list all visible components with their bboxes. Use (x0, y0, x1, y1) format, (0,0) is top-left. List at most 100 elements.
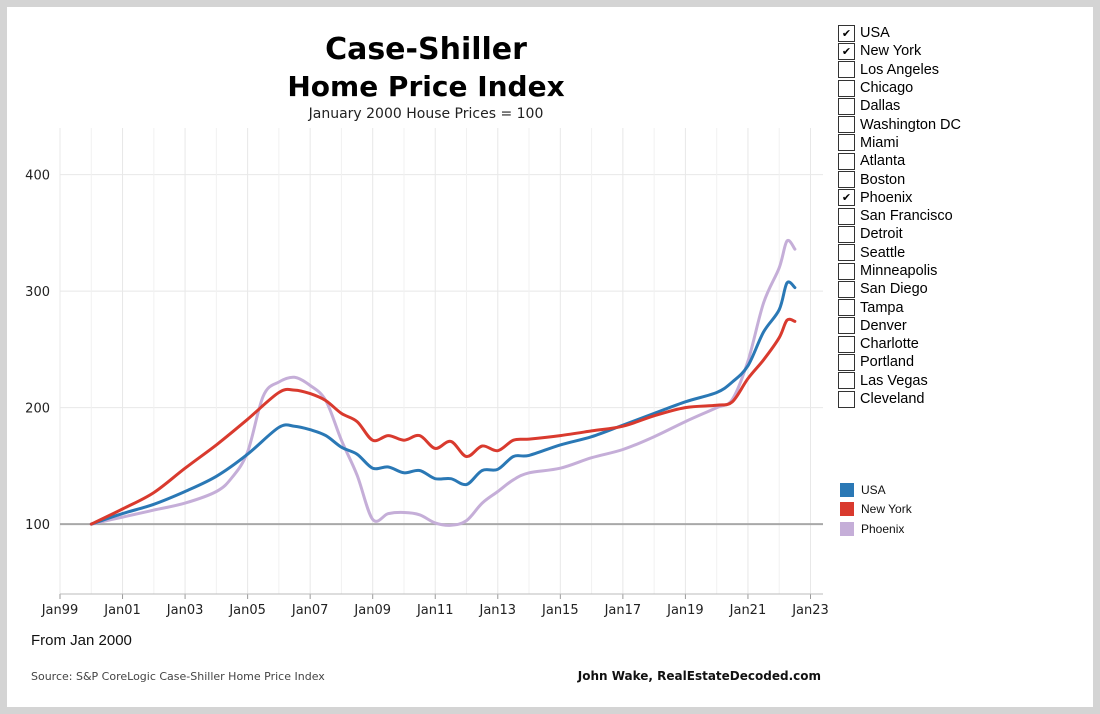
y-tick-label: 400 (25, 169, 50, 184)
filter-item-label: Seattle (860, 244, 906, 261)
legend-swatch (840, 482, 854, 497)
series-line-usa (89, 280, 797, 526)
filter-item-washington-dc[interactable]: Washington DC (838, 115, 978, 134)
filter-checkbox[interactable] (838, 353, 855, 371)
city-filter-list: ✔ USA ✔ New York Los Angeles Chicago Dallas Was… (838, 24, 978, 408)
legend-item: USA (840, 480, 912, 500)
filter-checkbox[interactable] (838, 61, 855, 79)
filter-item-usa[interactable]: ✔ USA (838, 24, 978, 42)
date-range-note: From Jan 2000 (31, 632, 132, 649)
filter-item-tampa[interactable]: Tampa (838, 298, 978, 317)
x-tick-label: Jan21 (729, 603, 767, 618)
filter-checkbox[interactable] (838, 299, 855, 317)
filter-checkbox[interactable] (838, 372, 855, 390)
filter-item-dallas[interactable]: Dallas (838, 97, 978, 115)
chart-frame (7, 7, 1093, 707)
filter-item-label: USA (860, 25, 890, 42)
filter-checkbox[interactable] (838, 152, 855, 170)
filter-checkbox[interactable] (838, 134, 855, 152)
filter-checkbox[interactable] (838, 79, 855, 97)
series-line-phoenix (89, 238, 797, 527)
x-tick-label: Jan07 (291, 603, 329, 618)
filter-checkbox[interactable] (838, 207, 855, 225)
chart-title: Case-Shiller (325, 32, 527, 67)
filter-checkbox[interactable] (838, 280, 855, 298)
x-tick-label: Jan13 (478, 603, 516, 618)
x-tick-label: Jan01 (103, 603, 141, 618)
chart-lines (89, 238, 797, 527)
filter-item-label: Boston (860, 171, 906, 188)
filter-item-label: Chicago (860, 80, 914, 97)
legend-label: Phoenix (861, 521, 905, 536)
source-note: Source: S&P CoreLogic Case-Shiller Home … (31, 670, 325, 683)
filter-checkbox[interactable]: ✔ (838, 42, 855, 60)
filter-item-label: Minneapolis (860, 263, 938, 279)
filter-item-portland[interactable]: Portland (838, 353, 978, 371)
filter-item-new-york[interactable]: ✔ New York (838, 42, 978, 60)
filter-item-san-diego[interactable]: San Diego (838, 280, 978, 298)
filter-item-label: New York (860, 43, 922, 60)
x-tick-label: Jan19 (666, 603, 704, 618)
filter-item-label: Atlanta (860, 153, 906, 170)
filter-item-minneapolis[interactable]: Minneapolis (838, 262, 978, 280)
x-tick-label: Jan09 (353, 603, 391, 618)
x-tick-label: Jan23 (791, 603, 829, 618)
filter-item-label: Miami (860, 134, 899, 151)
x-tick-label: Jan03 (166, 603, 204, 618)
filter-checkbox[interactable] (838, 335, 855, 353)
legend-label: New York (861, 502, 912, 517)
filter-item-boston[interactable]: Boston (838, 170, 978, 189)
filter-checkbox[interactable] (838, 97, 855, 115)
filter-item-label: Dallas (860, 98, 901, 115)
filter-item-label: Portland (860, 354, 915, 371)
filter-item-las-vegas[interactable]: Las Vegas (838, 372, 978, 390)
x-tick-label: Jan15 (541, 603, 579, 618)
filter-item-seattle[interactable]: Seattle (838, 244, 978, 262)
legend-item: Phoenix (840, 519, 912, 539)
legend-swatch (840, 502, 854, 517)
y-tick-label: 100 (25, 518, 50, 533)
legend-item: New York (840, 500, 912, 520)
filter-checkbox[interactable]: ✔ (838, 24, 855, 42)
filter-item-san-francisco[interactable]: San Francisco (838, 207, 978, 225)
legend-swatch (840, 521, 854, 536)
filter-checkbox[interactable] (838, 116, 855, 134)
x-tick-label: Jan05 (228, 603, 266, 618)
filter-item-miami[interactable]: Miami (838, 134, 978, 152)
filter-checkbox[interactable] (838, 171, 855, 189)
filter-item-label: Washington DC (860, 116, 962, 133)
filter-item-label: Phoenix (860, 189, 913, 206)
filter-item-atlanta[interactable]: Atlanta (838, 152, 978, 170)
chart-axes: 100 200 300 400 Jan99 Jan01 Jan03 Jan05 Jan07 Jan… (25, 169, 829, 618)
filter-item-charlotte[interactable]: Charlotte (838, 335, 978, 353)
filter-item-cleveland[interactable]: Cleveland (838, 390, 978, 408)
chart-legend: USA New York Phoenix (840, 480, 912, 539)
author-credit: John Wake, RealEstateDecoded.com (577, 669, 821, 683)
filter-checkbox[interactable] (838, 262, 855, 280)
filter-checkbox[interactable] (838, 317, 855, 335)
filter-checkbox[interactable]: ✔ (838, 189, 855, 207)
filter-item-label: Detroit (860, 226, 903, 243)
x-tick-label: Jan11 (416, 603, 454, 618)
series-line-new-york (89, 317, 797, 526)
chart-subtitle: January 2000 House Prices = 100 (308, 106, 544, 122)
filter-item-label: Cleveland (860, 391, 925, 408)
legend-label: USA (861, 482, 886, 497)
filter-item-label: Los Angeles (860, 61, 940, 78)
filter-item-phoenix[interactable]: ✔ Phoenix (838, 189, 978, 207)
filter-checkbox[interactable] (838, 225, 855, 243)
filter-item-chicago[interactable]: Chicago (838, 79, 978, 97)
filter-checkbox[interactable] (838, 244, 855, 262)
filter-checkbox[interactable] (838, 390, 855, 408)
filter-item-label: Denver (860, 317, 907, 334)
filter-item-label: Las Vegas (860, 372, 928, 389)
chart-title-line-2: Home Price Index (287, 70, 565, 103)
x-tick-label: Jan99 (41, 603, 79, 618)
filter-item-label: Tampa (860, 299, 904, 316)
filter-item-detroit[interactable]: Detroit (838, 225, 978, 243)
y-tick-label: 200 (25, 402, 50, 417)
filter-item-los-angeles[interactable]: Los Angeles (838, 61, 978, 79)
filter-item-label: San Francisco (860, 208, 953, 225)
filter-item-denver[interactable]: Denver (838, 317, 978, 335)
y-tick-label: 300 (25, 285, 50, 300)
